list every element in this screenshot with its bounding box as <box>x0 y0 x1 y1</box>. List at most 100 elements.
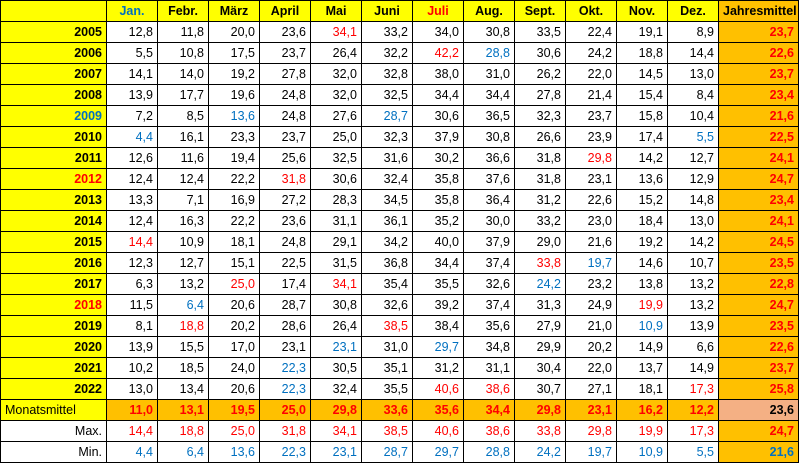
value-cell: 27,2 <box>259 189 311 211</box>
monatsmittel-cell: 25,0 <box>259 399 311 421</box>
value-cell: 20,2 <box>565 336 617 358</box>
year-label: 2007 <box>0 63 107 85</box>
value-cell: 19,9 <box>616 294 668 316</box>
value-cell: 40,0 <box>412 231 464 253</box>
month-header: März <box>208 0 260 22</box>
year-row: 2009 7,2 8,5 13,6 24,8 27,6 28,7 30,6 36,5 32,3 23… <box>0 105 799 127</box>
monatsmittel-cell: 16,2 <box>616 399 668 421</box>
year-row: 2017 6,3 13,2 25,0 17,4 34,1 35,4 35,5 32,6 24,2 2… <box>0 273 799 295</box>
value-cell: 32,5 <box>310 147 362 169</box>
value-cell: 31,0 <box>361 336 413 358</box>
value-cell: 14,2 <box>667 231 719 253</box>
value-cell: 25,6 <box>259 147 311 169</box>
value-cell: 35,5 <box>412 273 464 295</box>
monatsmittel-cell: 23,1 <box>565 399 617 421</box>
value-cell: 34,1 <box>310 273 362 295</box>
value-cell: 32,4 <box>310 378 362 400</box>
value-cell: 26,2 <box>514 63 566 85</box>
min-cell: 23,1 <box>310 441 362 463</box>
min-label: Min. <box>0 441 107 463</box>
annual-mean-cell: 23,4 <box>718 84 799 106</box>
year-row: 2012 12,4 12,4 22,2 31,8 30,6 32,4 35,8 37,6 31,8… <box>0 168 799 190</box>
month-header: Nov. <box>616 0 668 22</box>
value-cell: 10,9 <box>157 231 209 253</box>
value-cell: 18,4 <box>616 210 668 232</box>
value-cell: 30,8 <box>463 21 515 43</box>
value-cell: 5,5 <box>106 42 158 64</box>
value-cell: 23,9 <box>565 126 617 148</box>
value-cell: 40,6 <box>412 378 464 400</box>
value-cell: 12,4 <box>157 168 209 190</box>
value-cell: 17,3 <box>667 378 719 400</box>
value-cell: 31,2 <box>412 357 464 379</box>
annual-mean-header: Jahresmittel <box>718 0 799 22</box>
value-cell: 35,8 <box>412 189 464 211</box>
value-cell: 12,4 <box>106 210 158 232</box>
month-header: Aug. <box>463 0 515 22</box>
value-cell: 29,8 <box>565 147 617 169</box>
value-cell: 8,4 <box>667 84 719 106</box>
min-cell: 4,4 <box>106 441 158 463</box>
value-cell: 27,9 <box>514 315 566 337</box>
value-cell: 23,7 <box>565 105 617 127</box>
year-row: 2010 4,4 16,1 23,3 23,7 25,0 32,3 37,9 30,8 26,6 2… <box>0 126 799 148</box>
value-cell: 37,6 <box>463 168 515 190</box>
value-cell: 6,3 <box>106 273 158 295</box>
value-cell: 28,7 <box>361 105 413 127</box>
value-cell: 27,8 <box>514 84 566 106</box>
value-cell: 18,1 <box>208 231 260 253</box>
value-cell: 30,6 <box>310 168 362 190</box>
value-cell: 23,6 <box>259 210 311 232</box>
year-row: 2006 5,5 10,8 17,5 23,7 26,4 32,2 42,2 28,8 30,6 2… <box>0 42 799 64</box>
value-cell: 37,4 <box>463 294 515 316</box>
value-cell: 23,1 <box>259 336 311 358</box>
value-cell: 26,4 <box>310 315 362 337</box>
value-cell: 23,7 <box>259 126 311 148</box>
value-cell: 30,4 <box>514 357 566 379</box>
monatsmittel-cell: 11,0 <box>106 399 158 421</box>
max-cell: 18,8 <box>157 420 209 442</box>
year-row: 2007 14,1 14,0 19,2 27,8 32,0 32,8 38,0 31,0 26,2… <box>0 63 799 85</box>
value-cell: 32,0 <box>310 63 362 85</box>
year-row: 2021 10,2 18,5 24,0 22,3 30,5 35,1 31,2 31,1 30,4… <box>0 357 799 379</box>
value-cell: 14,0 <box>157 63 209 85</box>
value-cell: 12,7 <box>667 147 719 169</box>
value-cell: 15,2 <box>616 189 668 211</box>
value-cell: 31,5 <box>310 252 362 274</box>
value-cell: 16,3 <box>157 210 209 232</box>
max-cell: 14,4 <box>106 420 158 442</box>
value-cell: 22,0 <box>565 63 617 85</box>
value-cell: 22,3 <box>259 357 311 379</box>
value-cell: 17,0 <box>208 336 260 358</box>
year-label: 2013 <box>0 189 107 211</box>
value-cell: 17,5 <box>208 42 260 64</box>
monatsmittel-cell: 29,8 <box>310 399 362 421</box>
max-cell: 38,6 <box>463 420 515 442</box>
value-cell: 32,2 <box>361 42 413 64</box>
value-cell: 22,6 <box>565 189 617 211</box>
value-cell: 30,2 <box>412 147 464 169</box>
annual-mean-cell: 22,6 <box>718 336 799 358</box>
year-row: 2019 8,1 18,8 20,2 28,6 26,4 38,5 38,4 35,6 27,9 2… <box>0 315 799 337</box>
min-cell: 28,7 <box>361 441 413 463</box>
value-cell: 14,9 <box>616 336 668 358</box>
value-cell: 32,4 <box>361 168 413 190</box>
value-cell: 13,9 <box>667 315 719 337</box>
annual-mean-cell: 23,4 <box>718 189 799 211</box>
value-cell: 10,7 <box>667 252 719 274</box>
month-header: Febr. <box>157 0 209 22</box>
value-cell: 19,2 <box>208 63 260 85</box>
value-cell: 36,5 <box>463 105 515 127</box>
year-row: 2011 12,6 11,6 19,4 25,6 32,5 31,6 30,2 36,6 31,8… <box>0 147 799 169</box>
year-label: 2005 <box>0 21 107 43</box>
value-cell: 20,6 <box>208 378 260 400</box>
value-cell: 22,2 <box>208 168 260 190</box>
monatsmittel-cell: 19,5 <box>208 399 260 421</box>
month-header: Sept. <box>514 0 566 22</box>
value-cell: 19,2 <box>616 231 668 253</box>
value-cell: 34,4 <box>412 252 464 274</box>
value-cell: 32,0 <box>310 84 362 106</box>
value-cell: 24,9 <box>565 294 617 316</box>
value-cell: 10,8 <box>157 42 209 64</box>
